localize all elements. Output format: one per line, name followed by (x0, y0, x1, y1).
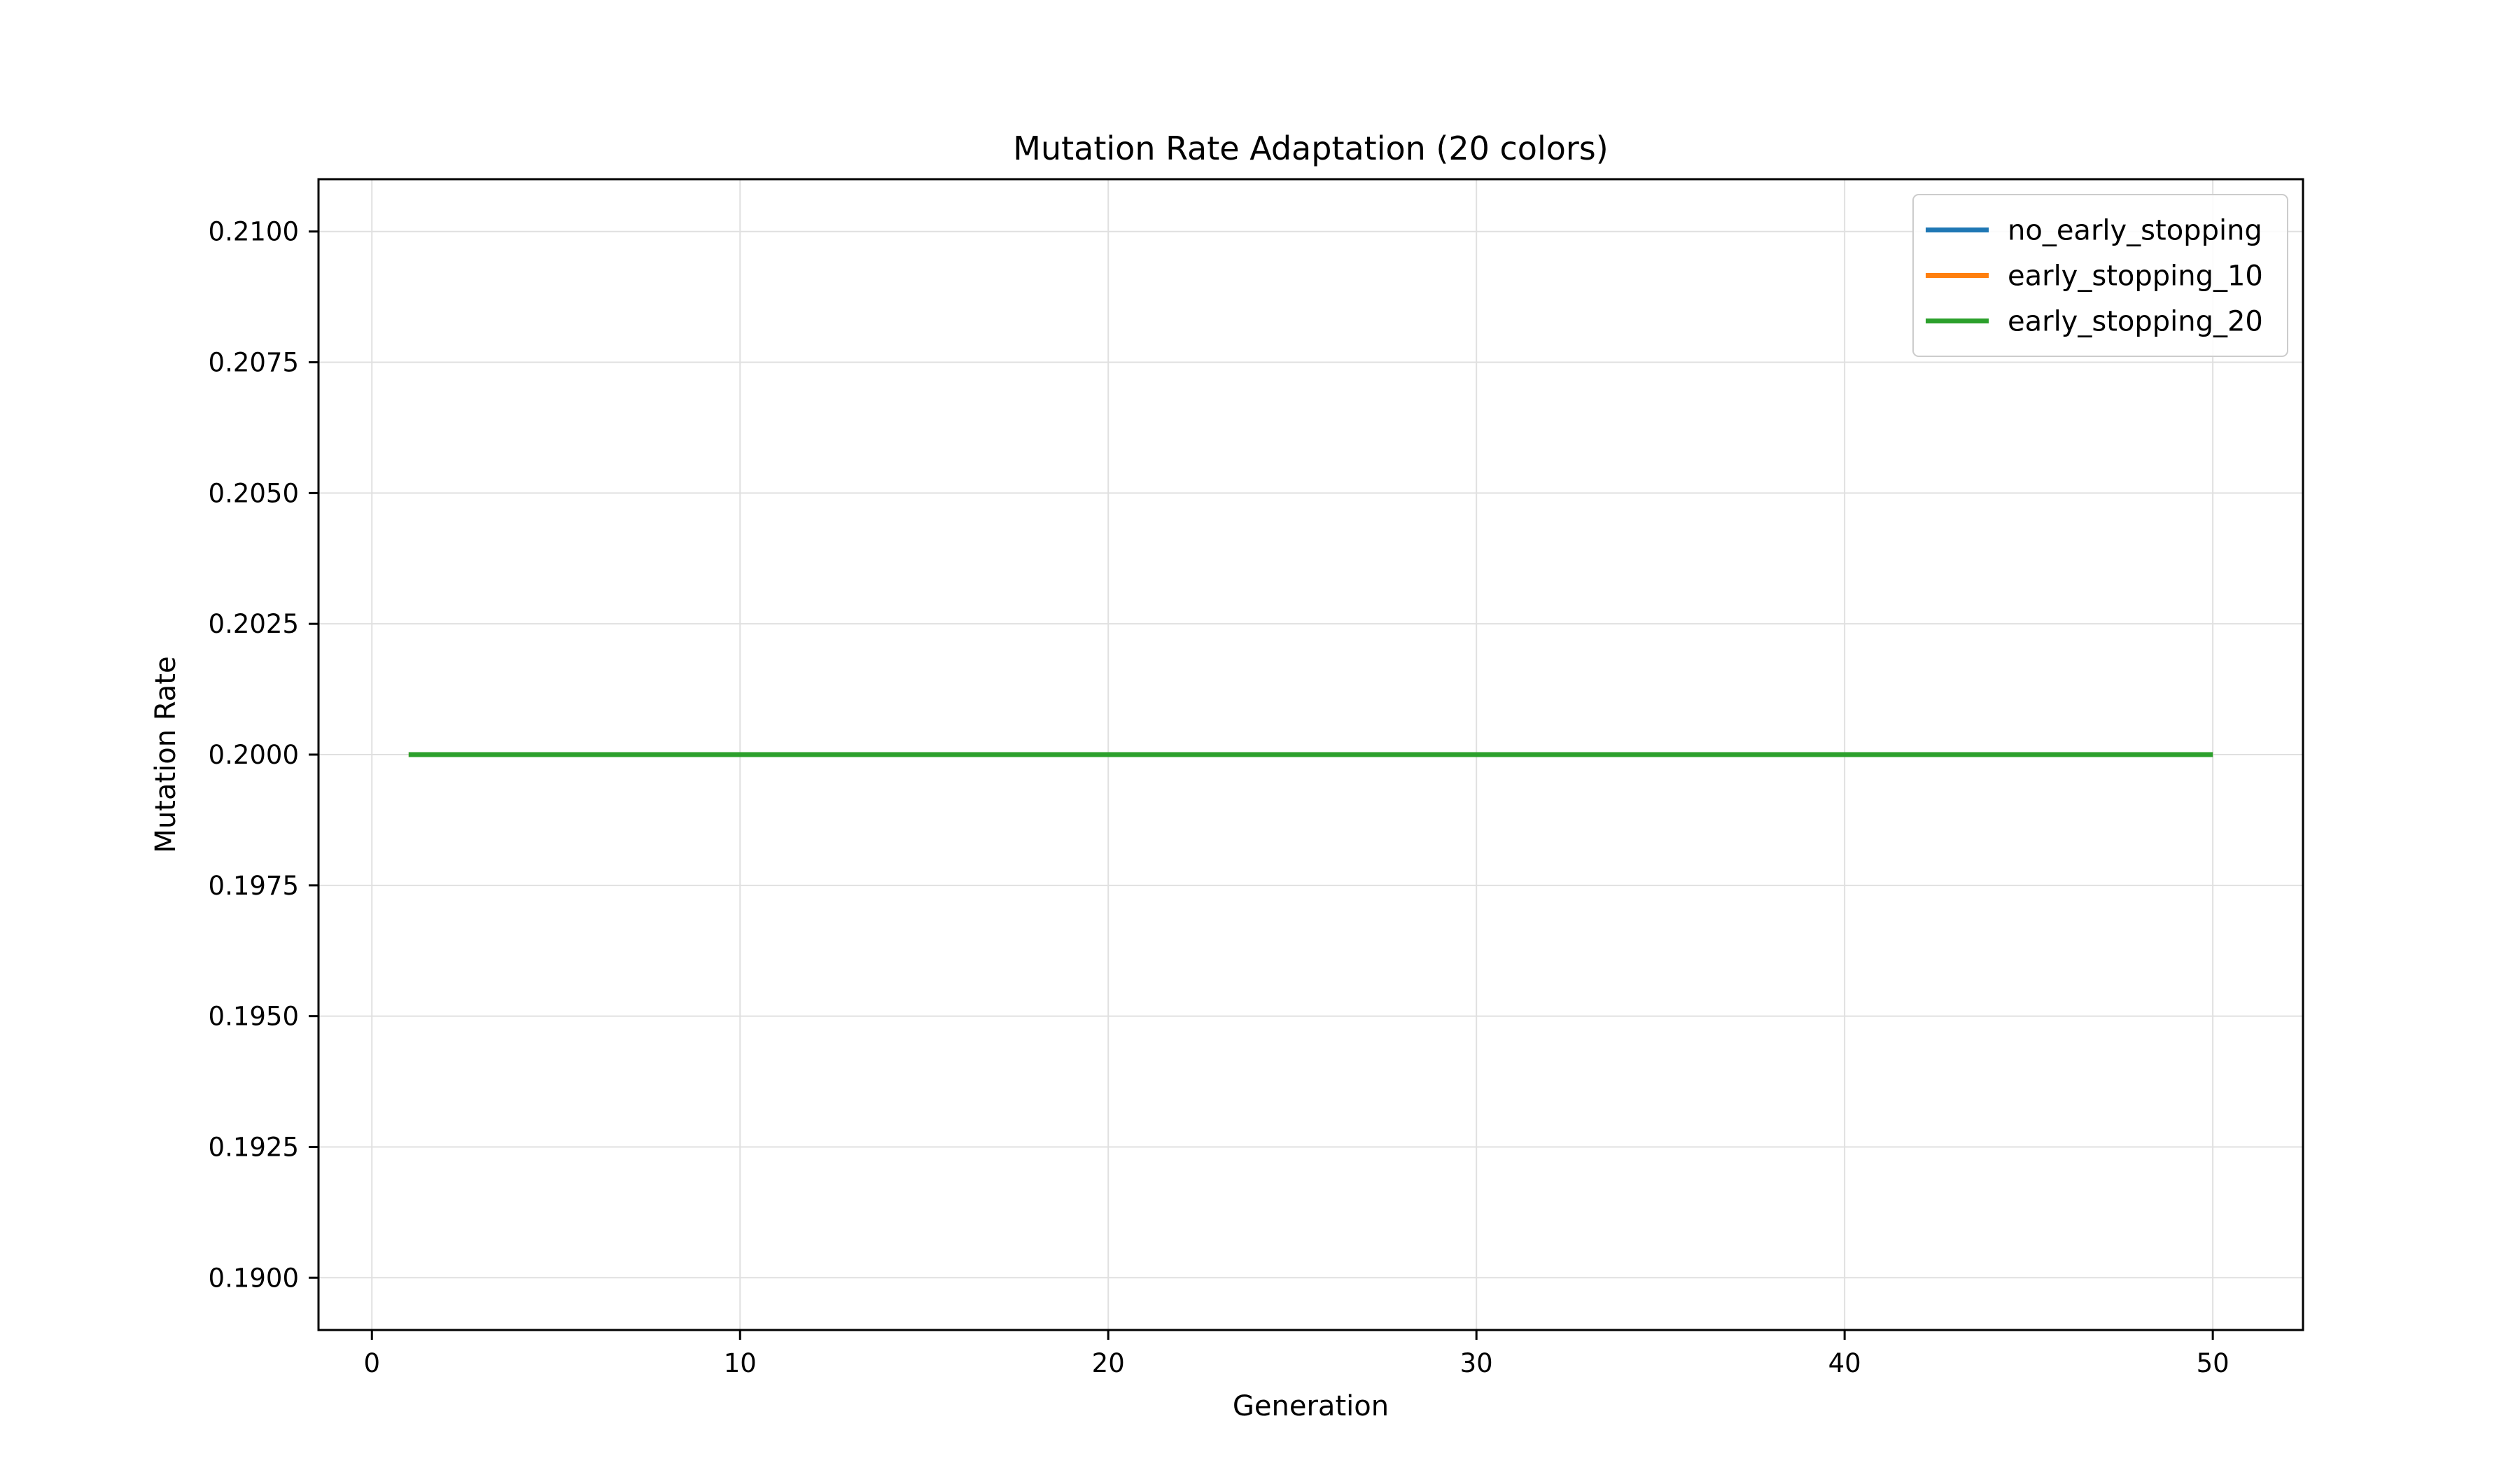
legend-box (1912, 194, 2288, 357)
y-tick-label: 0.1925 (209, 1132, 299, 1162)
y-tick-label: 0.1950 (209, 1002, 299, 1032)
y-tick-label: 0.1900 (209, 1263, 299, 1293)
x-tick-label: 50 (2197, 1348, 2230, 1378)
legend: no_early_stopping early_stopping_10 early_… (1912, 194, 2288, 357)
axis-ticks: 0 10 20 30 40 50 0.1900 0.1925 0.1950 0.1975 0.200… (209, 217, 2230, 1378)
x-tick-label: 10 (724, 1348, 757, 1378)
x-tick-label: 20 (1092, 1348, 1125, 1378)
legend-label: early_stopping_10 (2008, 260, 2263, 293)
legend-label: early_stopping_20 (2008, 306, 2263, 338)
chart-title: Mutation Rate Adaptation (20 colors) (1013, 130, 1608, 167)
x-tick-label: 40 (1828, 1348, 1861, 1378)
y-tick-label: 0.2050 (209, 478, 299, 508)
y-tick-label: 0.2100 (209, 217, 299, 247)
x-tick-label: 0 (363, 1348, 380, 1378)
y-tick-label: 0.2000 (209, 740, 299, 770)
y-tick-label: 0.1975 (209, 871, 299, 901)
x-tick-label: 30 (1460, 1348, 1493, 1378)
x-axis-label: Generation (1233, 1390, 1389, 1422)
y-tick-label: 0.2075 (209, 348, 299, 378)
legend-label: no_early_stopping (2008, 215, 2262, 247)
y-axis-label: Mutation Rate (150, 656, 182, 853)
y-tick-label: 0.2025 (209, 609, 299, 639)
